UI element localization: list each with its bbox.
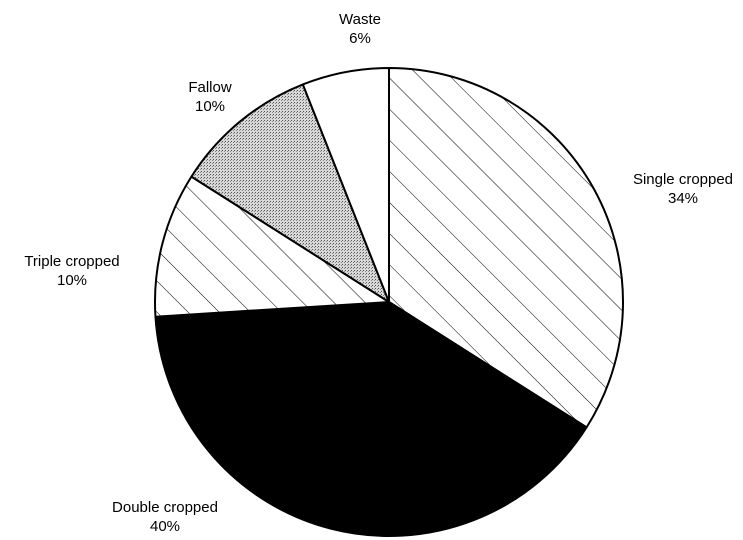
pie-slice [154, 175, 390, 318]
slice-label: Fallow [188, 79, 232, 96]
pie-slice [388, 67, 624, 429]
slice-value-label: 6% [349, 30, 371, 47]
slice-value-label: 10% [195, 98, 225, 115]
slice-value-label: 40% [150, 518, 180, 535]
slice-value-label: 34% [668, 190, 698, 207]
slice-label: Waste [339, 11, 381, 28]
slice-label: Single cropped [633, 171, 733, 188]
slice-value-label: 10% [57, 272, 87, 289]
slice-label: Double cropped [112, 499, 218, 516]
pie-slice [301, 67, 390, 303]
slice-label: Triple cropped [24, 253, 119, 270]
pie-slice [190, 83, 390, 303]
pie-slice [154, 301, 588, 537]
